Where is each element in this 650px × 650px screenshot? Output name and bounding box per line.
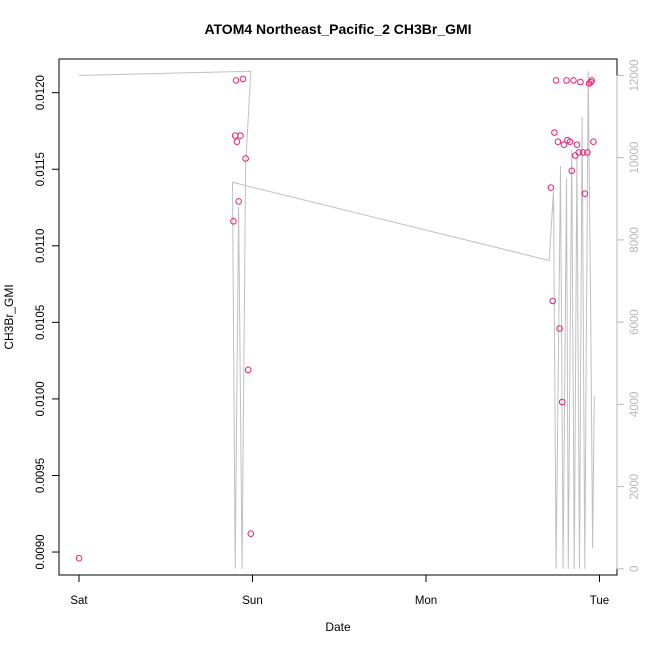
right-axis: 0 2000 4000 6000 8000 10000 12000	[616, 59, 641, 572]
right-tick-label: 0	[629, 566, 641, 572]
data-point	[239, 75, 247, 83]
data-point	[577, 78, 584, 86]
data-point	[581, 190, 589, 197]
data-point	[230, 218, 237, 225]
left-tick-label: 0.0105	[35, 305, 47, 340]
data-point	[247, 530, 255, 538]
data-point	[547, 184, 555, 191]
right-tick-label: 10000	[629, 142, 641, 174]
x-tick-label: Sun	[242, 595, 262, 607]
data-point	[554, 138, 562, 145]
data-point	[551, 129, 558, 136]
data-point	[566, 138, 574, 145]
left-tick-label: 0.0110	[35, 229, 47, 263]
right-tick-label: 4000	[629, 392, 641, 418]
data-point	[558, 398, 566, 406]
left-tick-label: 0.0100	[35, 381, 47, 416]
right-tick-label: 2000	[629, 474, 641, 500]
data-point	[556, 325, 563, 332]
data-point	[570, 77, 577, 84]
left-axis: 0.0090 0.0095 0.0100 0.0105 0.0110 0.0115 0.01…	[35, 75, 60, 570]
data-point	[242, 155, 249, 162]
x-tick-label: Tue	[590, 595, 609, 607]
data-point	[244, 366, 252, 374]
ch3br-point-series	[75, 75, 597, 562]
data-point	[552, 77, 560, 84]
right-tick-label: 12000	[629, 59, 641, 91]
data-point	[571, 152, 579, 159]
x-tick-label: Mon	[415, 595, 437, 607]
left-tick-label: 0.0115	[35, 152, 47, 186]
chart-title: ATOM4 Northeast_Pacific_2 CH3Br_GMI	[204, 21, 471, 37]
right-tick-label: 6000	[629, 309, 641, 335]
right-tick-label: 8000	[629, 227, 641, 253]
data-point	[235, 198, 242, 205]
left-tick-label: 0.0095	[35, 458, 47, 493]
data-point	[75, 554, 83, 562]
altitude-line-series	[78, 70, 595, 569]
data-point	[563, 77, 570, 84]
data-point	[584, 149, 591, 156]
data-point	[237, 132, 244, 139]
y-axis-label: CH3Br_GMI	[2, 284, 16, 349]
data-point	[568, 167, 576, 175]
data-point	[588, 77, 596, 84]
left-tick-label: 0.0090	[35, 534, 47, 569]
data-point	[232, 77, 240, 84]
x-axis-label: Date	[325, 620, 351, 634]
altitude-line	[78, 70, 595, 569]
data-point	[575, 149, 583, 156]
x-tick-label: Sat	[70, 595, 88, 607]
data-point	[590, 138, 597, 145]
plot-frame	[58, 58, 618, 576]
left-tick-label: 0.0120	[35, 75, 47, 110]
data-point	[579, 149, 587, 156]
x-axis: Sat Sun Mon Tue	[70, 574, 609, 607]
data-point	[573, 141, 581, 148]
data-point	[233, 138, 241, 145]
data-point	[560, 141, 568, 148]
data-point	[549, 297, 557, 305]
